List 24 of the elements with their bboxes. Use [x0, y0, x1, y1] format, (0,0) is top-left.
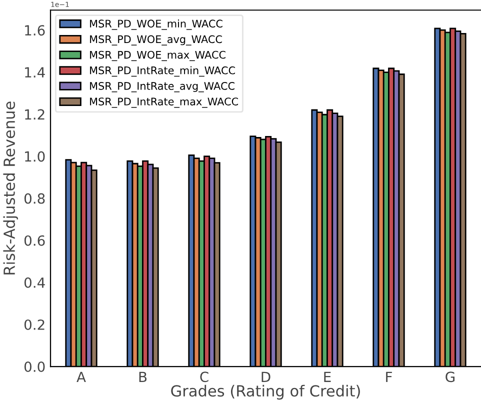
legend-label: MSR_PD_IntRate_min_WACC — [90, 66, 235, 77]
x-tick-label: C — [200, 372, 208, 382]
y-tick-label: 0.8 — [24, 193, 45, 204]
y-tick-label: 1.0 — [25, 151, 45, 162]
y-tick-label: 1.2 — [25, 109, 44, 120]
legend-label: MSR_PD_IntRate_max_WACC — [90, 98, 238, 108]
legend-label: MSR_PD_IntRate_avg_WACC — [90, 82, 234, 92]
x-axis-title: Grades (Rating of Credit) — [171, 384, 360, 400]
x-tick-label: F — [386, 372, 392, 382]
y-tick-label: 0.6 — [24, 235, 45, 246]
y-tick-label: 1.4 — [25, 67, 45, 78]
x-tick-label: E — [324, 372, 331, 382]
legend-label: MSR_PD_WOE_avg_WACC — [90, 35, 222, 46]
legend-label: MSR_PD_WOE_min_WACC — [90, 20, 222, 30]
y-tick-label: 0.4 — [24, 277, 45, 288]
y-tick-label: 1.6 — [25, 25, 45, 36]
y-axis-title: Risk-Adjusted Revenue — [3, 102, 18, 274]
x-tick-label: A — [76, 372, 86, 382]
x-tick-label: B — [139, 372, 147, 382]
legend-label: MSR_PD_WOE_max_WACC — [90, 50, 226, 62]
y-tick-label: 0.0 — [24, 361, 45, 372]
x-tick-label: G — [446, 372, 454, 382]
y-tick-label: 0.2 — [24, 319, 44, 330]
x-tick-label: D — [262, 372, 270, 382]
